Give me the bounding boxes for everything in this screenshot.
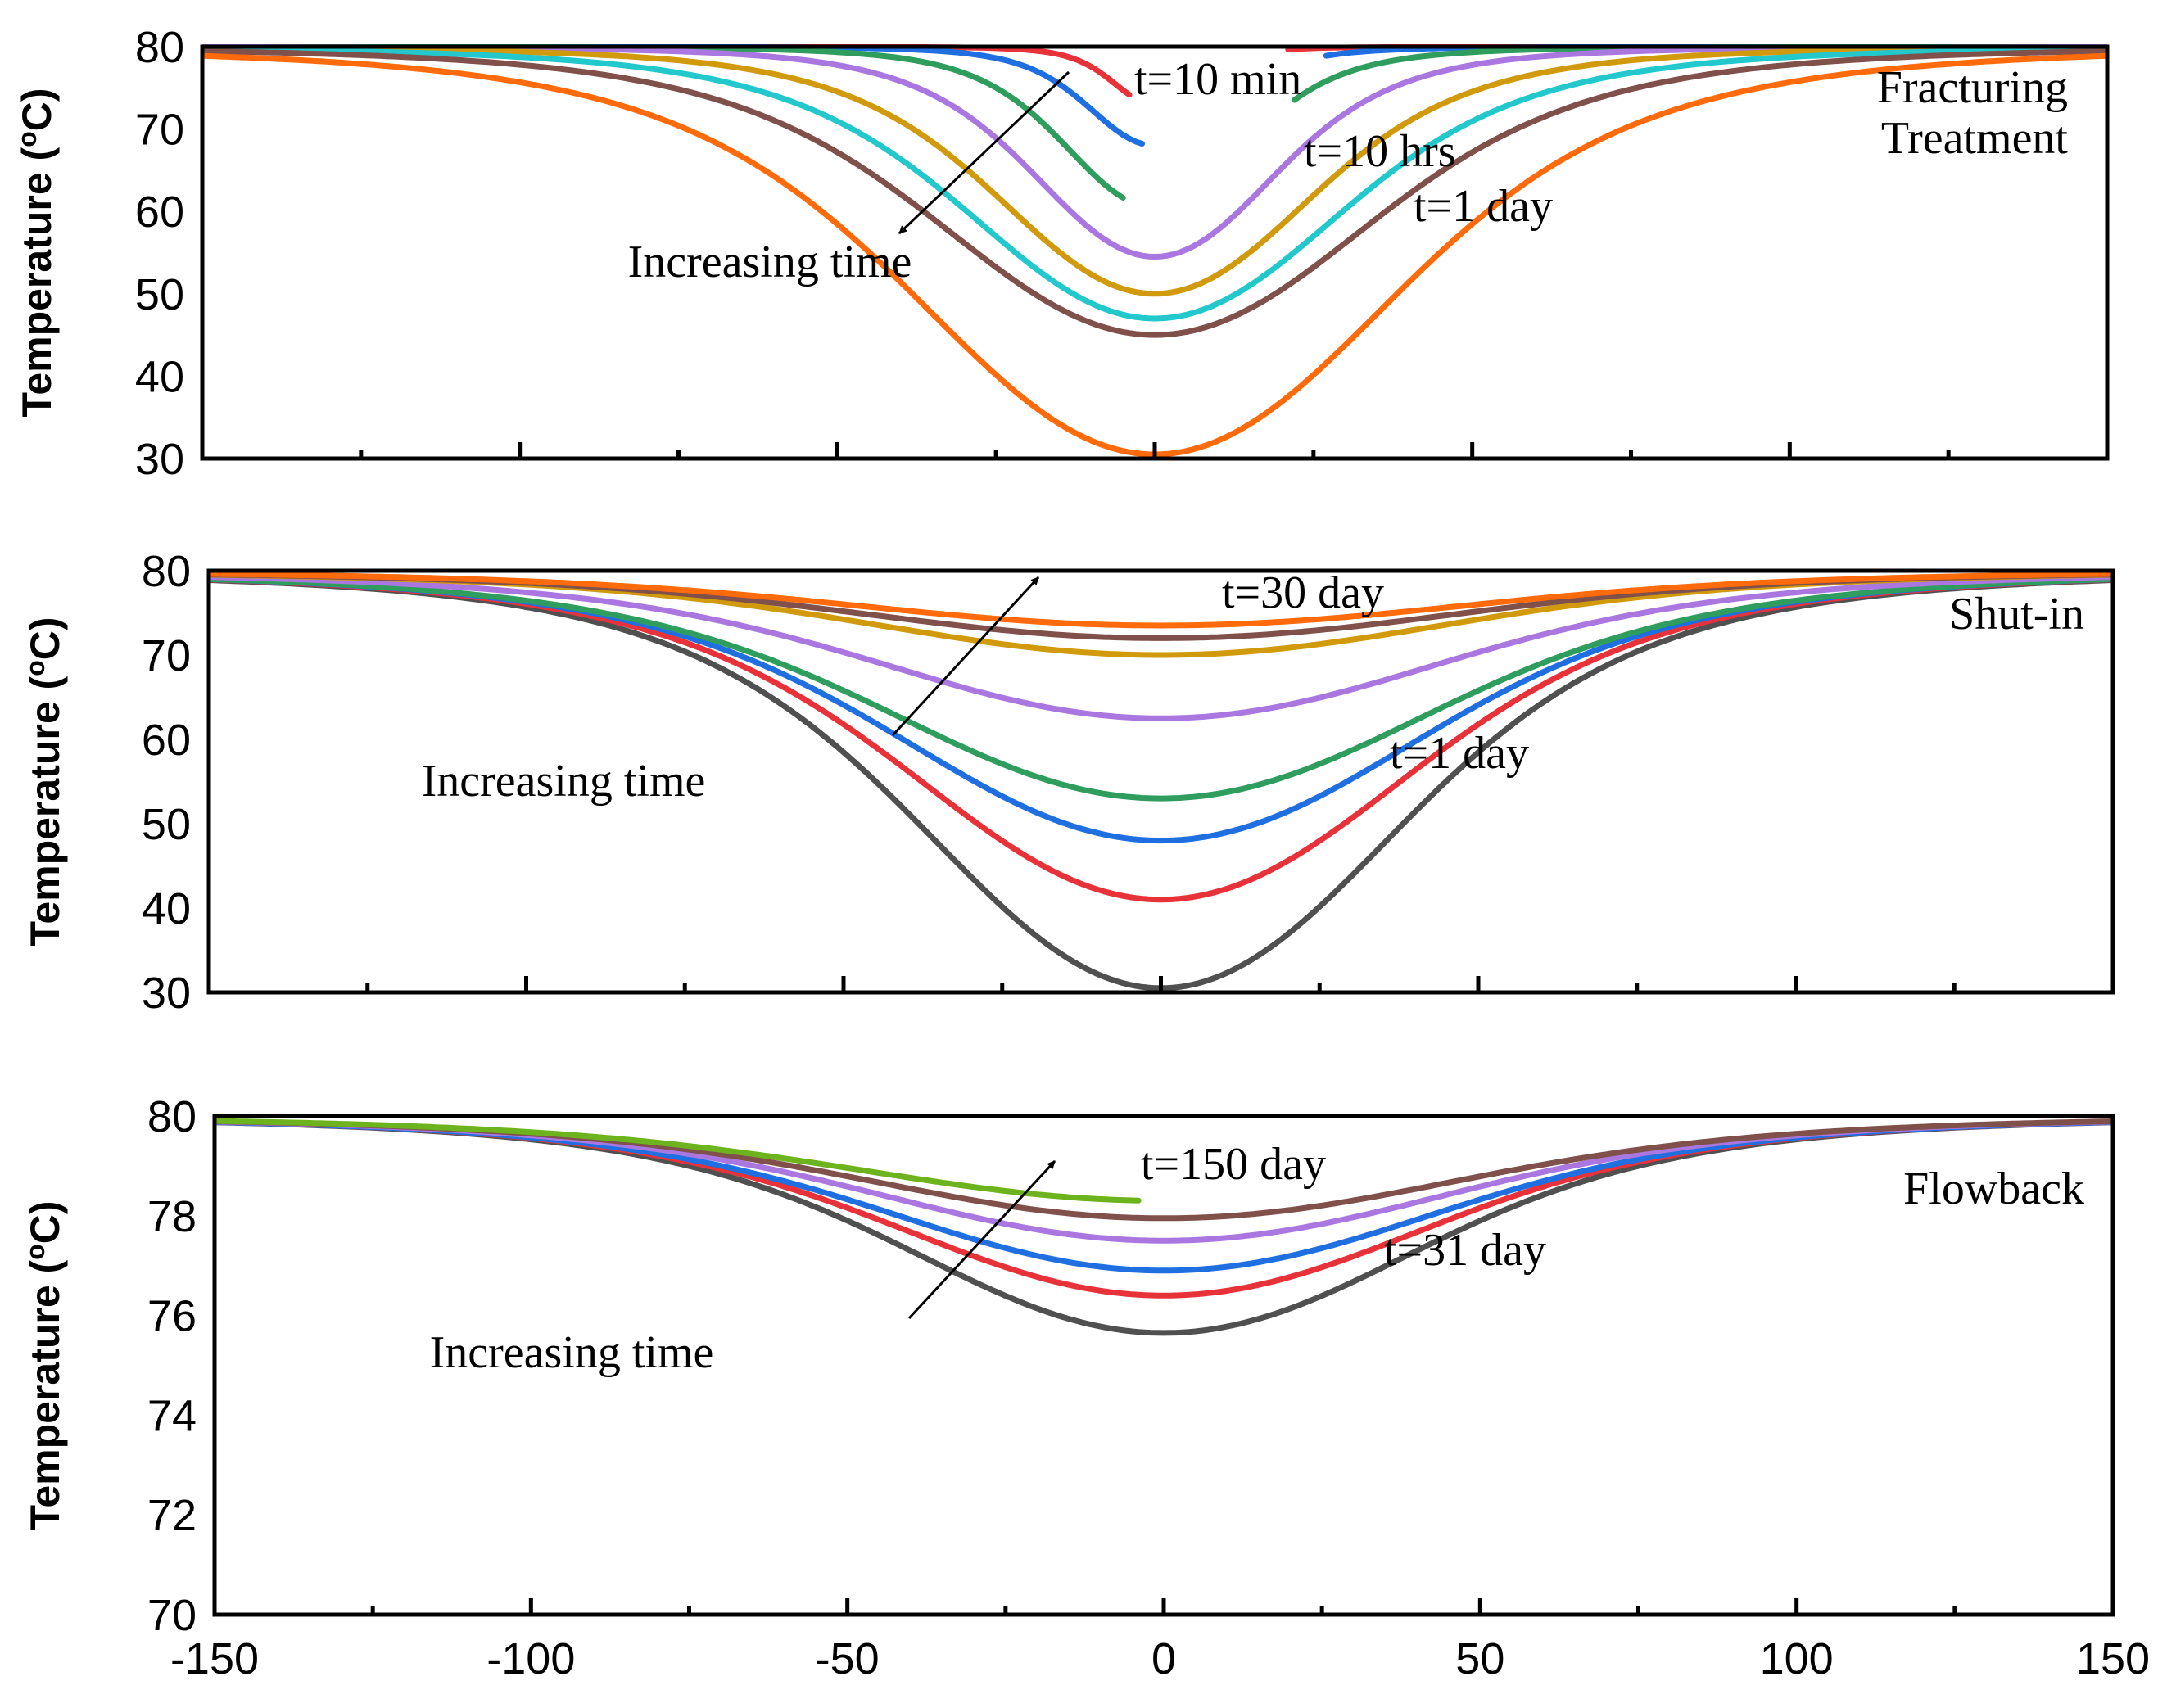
- y-tick-label: 74: [147, 1391, 197, 1440]
- x-tick-label: -150: [170, 1634, 259, 1683]
- series-line-6: [202, 46, 2107, 322]
- x-tick-label: -100: [486, 1634, 575, 1683]
- chart-panel-3: -150 -100 -50 0 50 100 150 70 72 74 76 78 80 Temperat…: [20, 1092, 2150, 1683]
- chart-panel-1: 30 40 50 60 70 80 Temperature (oC) FracturingTr…: [12, 23, 2110, 484]
- panel-label: Flowback: [1903, 1164, 2084, 1214]
- mid-time-label: t=10 hrs: [1304, 126, 1456, 177]
- increasing-time-label: Increasing time: [422, 756, 706, 807]
- first-time-label: t=1 day: [1390, 728, 1529, 779]
- series-group: [202, 44, 2107, 458]
- series-line-5: [209, 574, 2113, 721]
- y-tick-label: 50: [142, 800, 191, 849]
- y-axis-label: Temperature (oC): [20, 617, 68, 946]
- increasing-time-arrow: [891, 576, 1040, 737]
- last-time-label: t=1 day: [1414, 181, 1553, 232]
- panel-label: Treatment: [1881, 113, 2069, 164]
- y-tick-label: 78: [147, 1192, 197, 1241]
- series-group: [215, 1118, 2113, 1336]
- y-tick-label: 50: [135, 270, 184, 319]
- series-line-6: [215, 1118, 1142, 1204]
- increasing-time-label: Increasing time: [430, 1327, 714, 1378]
- panel-label: Fracturing: [1877, 62, 2068, 113]
- x-tick-label: -50: [816, 1634, 880, 1683]
- y-tick-label: 30: [142, 969, 191, 1018]
- panel-label: Shut-in: [1949, 589, 2084, 639]
- y-axis-label: Temperature (oC): [12, 88, 60, 417]
- y-tick-label: 70: [135, 106, 184, 155]
- series-line-5: [202, 44, 2107, 297]
- series-line-7: [202, 47, 2107, 338]
- x-tick-label: 0: [1151, 1634, 1176, 1683]
- y-axis-label: Temperature (oC): [20, 1200, 68, 1530]
- plot-frame: [200, 44, 2110, 461]
- y-tick-label: 70: [142, 631, 191, 680]
- increasing-time-arrow: [907, 1159, 1056, 1320]
- y-tick-label: 80: [135, 23, 184, 72]
- x-tick-label: 100: [1760, 1634, 1834, 1683]
- y-tick-label: 80: [142, 547, 191, 596]
- increasing-time-label: Increasing time: [628, 237, 912, 287]
- increasing-time-arrow: [898, 70, 1070, 235]
- chart-panel-2: 30 40 50 60 70 80 Temperature (oC) Shut-in Incre…: [20, 547, 2115, 1018]
- last-time-label: t=150 day: [1141, 1139, 1326, 1190]
- y-tick-label: 30: [135, 435, 184, 484]
- y-tick-label: 76: [147, 1292, 197, 1341]
- y-tick-label: 60: [142, 716, 191, 765]
- y-tick-label: 40: [142, 884, 191, 933]
- y-tick-label: 40: [135, 352, 184, 401]
- x-tick-label: 50: [1455, 1634, 1504, 1683]
- y-tick-label: 80: [147, 1092, 197, 1141]
- series-line-7: [209, 572, 2113, 641]
- series-line-8: [209, 571, 2113, 629]
- x-tick-label: 150: [2076, 1634, 2150, 1683]
- series-line-4: [209, 576, 2113, 802]
- first-time-label: t=10 min: [1134, 54, 1301, 105]
- y-tick-label: 60: [135, 188, 184, 237]
- last-time-label: t=30 day: [1222, 567, 1384, 618]
- y-tick-label: 70: [147, 1591, 197, 1640]
- first-time-label: t=31 day: [1384, 1225, 1546, 1276]
- y-tick-label: 72: [147, 1491, 197, 1540]
